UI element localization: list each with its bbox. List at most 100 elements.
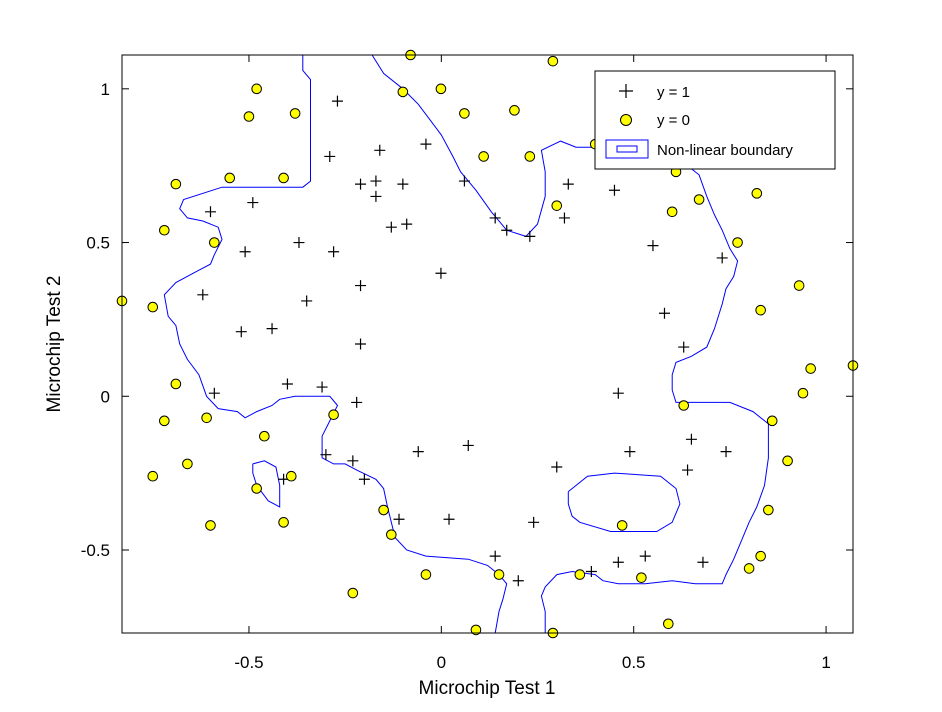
positive-point bbox=[370, 190, 382, 202]
negative-point bbox=[289, 108, 301, 119]
circle-marker-icon bbox=[620, 114, 632, 126]
positive-point bbox=[562, 178, 574, 190]
positive-point bbox=[612, 387, 624, 399]
positive-point bbox=[558, 212, 570, 224]
negative-point bbox=[243, 111, 255, 122]
x-tick-label: -0.5 bbox=[234, 653, 263, 672]
negative-point bbox=[509, 105, 520, 116]
negative-point bbox=[147, 301, 159, 313]
positive-point bbox=[678, 341, 690, 353]
x-tick-label: 0.5 bbox=[622, 653, 646, 672]
contour-swatch-icon bbox=[605, 139, 649, 159]
negative-point bbox=[678, 400, 690, 411]
positive-point bbox=[551, 461, 563, 473]
legend: y = 1 y = 0 Non-linear boundary bbox=[594, 70, 836, 170]
negative-point bbox=[751, 188, 763, 199]
positive-point bbox=[204, 206, 216, 218]
positive-point bbox=[324, 150, 336, 162]
negative-point bbox=[755, 550, 766, 562]
positive-point bbox=[320, 449, 332, 461]
decision-boundary-outer-boundary bbox=[163, 55, 508, 634]
negative-point bbox=[524, 151, 536, 162]
positive-point bbox=[435, 267, 447, 279]
negative-point bbox=[159, 415, 170, 427]
negative-point bbox=[159, 224, 170, 236]
positive-point bbox=[489, 212, 501, 224]
positive-point bbox=[393, 513, 405, 525]
positive-point bbox=[524, 230, 536, 242]
negative-point bbox=[285, 470, 297, 482]
legend-label-positive: y = 1 bbox=[657, 84, 690, 101]
positive-point bbox=[512, 575, 524, 587]
positive-point bbox=[331, 95, 343, 107]
plus-marker-icon bbox=[619, 84, 633, 98]
x-tick-label: 1 bbox=[821, 653, 830, 672]
positive-point bbox=[647, 240, 659, 252]
axes-frame bbox=[121, 54, 854, 634]
negative-point bbox=[636, 572, 647, 583]
positive-point bbox=[293, 237, 305, 249]
positive-point bbox=[355, 338, 367, 350]
positive-point bbox=[351, 396, 363, 408]
negative-point bbox=[743, 563, 755, 574]
positive-point bbox=[658, 307, 670, 319]
negative-point bbox=[551, 200, 563, 211]
negative-point bbox=[251, 483, 262, 494]
negative-point bbox=[170, 178, 182, 190]
positive-point bbox=[685, 433, 697, 445]
positive-point bbox=[585, 566, 597, 578]
positive-point bbox=[397, 178, 409, 190]
y-tick-labels: -0.5 0 0.5 1 bbox=[81, 80, 110, 560]
positive-point bbox=[412, 446, 424, 458]
positive-point bbox=[458, 175, 470, 187]
negative-point bbox=[666, 206, 678, 218]
negative-point bbox=[251, 83, 262, 95]
positive-point bbox=[401, 218, 413, 230]
negative-point bbox=[693, 194, 705, 205]
negative-point bbox=[470, 624, 482, 636]
negative-point bbox=[397, 86, 409, 98]
negative-point bbox=[328, 409, 339, 421]
positive-point bbox=[239, 246, 251, 258]
negative-point bbox=[224, 172, 236, 184]
negative-point bbox=[493, 569, 505, 580]
y-tick-label: 1 bbox=[101, 80, 110, 99]
negative-point bbox=[459, 108, 470, 119]
positive-point bbox=[697, 556, 709, 568]
positive-point bbox=[608, 184, 620, 196]
positive-point bbox=[247, 197, 259, 209]
negative-point bbox=[763, 504, 774, 516]
negative-point bbox=[278, 517, 289, 528]
legend-item-negative: y = 0 bbox=[620, 112, 690, 129]
positive-point bbox=[316, 381, 328, 393]
negative-point bbox=[420, 569, 432, 580]
negative-point bbox=[805, 363, 816, 374]
negative-point bbox=[386, 529, 397, 540]
negative-point bbox=[547, 55, 559, 67]
positive-point bbox=[328, 246, 340, 258]
legend-label-boundary: Non-linear boundary bbox=[657, 142, 793, 159]
positive-point bbox=[281, 378, 293, 390]
positive-point bbox=[639, 550, 651, 562]
negative-point bbox=[732, 237, 743, 248]
negative-point bbox=[797, 387, 809, 399]
positive-point bbox=[462, 439, 474, 451]
legend-label-negative: y = 0 bbox=[657, 112, 690, 129]
negative-point bbox=[182, 458, 193, 470]
decision-boundary-island-left bbox=[252, 460, 281, 508]
positive-point bbox=[443, 513, 455, 525]
negative-point bbox=[574, 569, 586, 580]
negative-point bbox=[793, 280, 805, 291]
contour-swatch-inner-icon bbox=[616, 145, 638, 153]
positive-point bbox=[682, 464, 694, 476]
x-tick-labels: -0.5 0 0.5 1 bbox=[234, 653, 830, 672]
legend-item-boundary: Non-linear boundary bbox=[605, 139, 793, 159]
y-tick-label: 0 bbox=[101, 387, 110, 406]
points-layer bbox=[116, 49, 859, 639]
negative-point bbox=[347, 587, 359, 599]
positive-point bbox=[489, 550, 501, 562]
negative-point bbox=[663, 618, 674, 630]
positive-point bbox=[266, 323, 278, 335]
negative-point bbox=[201, 412, 212, 424]
